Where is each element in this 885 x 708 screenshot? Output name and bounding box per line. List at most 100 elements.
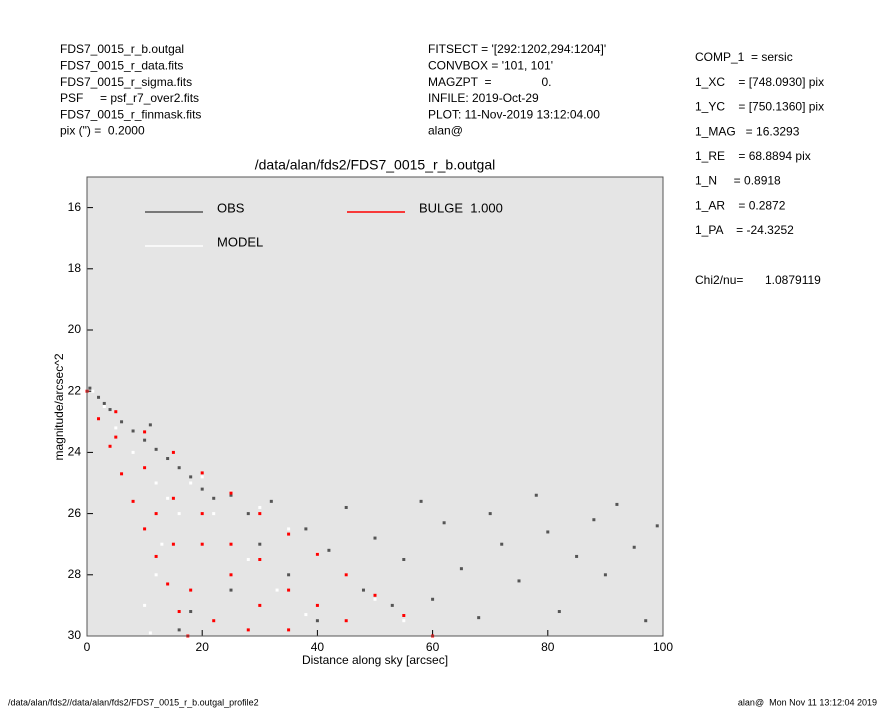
- legend-label: OBS: [217, 200, 245, 215]
- data-point: [655, 524, 659, 528]
- chi2-label: Chi2/nu=: [695, 273, 743, 287]
- data-point: [200, 475, 204, 479]
- data-point: [258, 558, 262, 561]
- data-point: [546, 530, 550, 534]
- x-tick-label: 40: [311, 640, 325, 654]
- data-point: [229, 493, 233, 497]
- x-tick-label: 20: [196, 640, 210, 654]
- x-tick-label: 80: [541, 640, 555, 654]
- data-point: [189, 475, 193, 479]
- data-point: [143, 603, 147, 607]
- data-point: [120, 420, 124, 424]
- data-point: [88, 386, 92, 390]
- data-point: [171, 542, 175, 546]
- data-point: [402, 558, 406, 561]
- x-tick-label: 0: [84, 640, 91, 654]
- data-point: [160, 542, 164, 546]
- data-point: [258, 505, 262, 509]
- plot-frame: [86, 176, 664, 637]
- data-point: [166, 496, 170, 500]
- chi2-value: 1.0879119: [765, 273, 821, 287]
- x-tick-label: 60: [426, 640, 440, 654]
- data-point: [287, 532, 291, 536]
- data-point: [275, 588, 279, 592]
- data-point: [143, 527, 147, 531]
- y-tick-label: 18: [68, 261, 82, 275]
- data-point: [246, 558, 250, 561]
- data-point: [189, 481, 193, 485]
- data-point: [148, 423, 152, 427]
- header-right-line: 1_PA = -24.3252: [695, 223, 794, 237]
- y-tick-label: 22: [68, 383, 82, 397]
- header-left-line: pix (") = 0.2000: [60, 124, 145, 138]
- data-point: [154, 573, 158, 577]
- header-right-line: 1_MAG = 16.3293: [695, 124, 800, 138]
- data-point: [114, 410, 118, 414]
- plot-background: [87, 177, 663, 636]
- data-point: [102, 401, 106, 405]
- data-point: [575, 554, 579, 558]
- data-point: [154, 512, 158, 516]
- data-point: [154, 447, 158, 451]
- header-right-line: 1_N = 0.8918: [695, 174, 781, 188]
- y-axis-label: magnitude/arcsec^2: [52, 353, 66, 460]
- data-point: [166, 582, 170, 586]
- data-point: [171, 496, 175, 500]
- data-point: [97, 417, 101, 421]
- y-tick-label: 24: [68, 445, 82, 459]
- footer-left: /data/alan/fds2//data/alan/fds2/FDS7_001…: [8, 697, 259, 707]
- x-axis-label: Distance along sky [arcsec]: [302, 653, 448, 667]
- data-point: [108, 408, 112, 412]
- header-right-line: 1_YC = [750.1360] pix: [695, 100, 824, 114]
- data-point: [431, 597, 435, 601]
- header-right-line: COMP_1 = sersic: [695, 50, 793, 64]
- header-right-line: 1_RE = 68.8894 pix: [695, 149, 811, 163]
- data-point: [500, 542, 504, 546]
- footer-right: alan@ Mon Nov 11 13:12:04 2019: [738, 697, 877, 707]
- data-point: [557, 610, 561, 614]
- data-point: [402, 619, 406, 623]
- data-point: [327, 548, 331, 552]
- data-point: [246, 512, 250, 516]
- data-point: [603, 573, 607, 577]
- header-middle-line: MAGZPT = 0.: [428, 75, 551, 89]
- data-point: [632, 545, 636, 549]
- data-point: [361, 588, 365, 592]
- data-point: [304, 613, 308, 617]
- data-point: [287, 573, 291, 577]
- header-left-line: PSF = psf_r7_over2.fits: [60, 91, 199, 105]
- data-point: [189, 588, 193, 592]
- data-point: [131, 429, 135, 433]
- data-point: [177, 610, 181, 614]
- data-point: [373, 536, 377, 540]
- data-point: [287, 628, 291, 632]
- data-point: [517, 579, 521, 583]
- y-tick-label: 30: [68, 628, 82, 642]
- data-point: [143, 466, 147, 470]
- y-tick-label: 20: [68, 322, 82, 336]
- data-point: [344, 619, 348, 623]
- data-point: [315, 552, 319, 556]
- data-point: [177, 512, 181, 516]
- data-point: [131, 499, 135, 503]
- data-point: [442, 521, 446, 525]
- data-point: [177, 628, 181, 632]
- data-point: [390, 603, 394, 607]
- data-point: [102, 405, 106, 408]
- data-point: [114, 435, 118, 439]
- data-point: [143, 438, 147, 442]
- data-point: [229, 588, 233, 592]
- data-point: [419, 499, 423, 503]
- header-right-line: 1_XC = [748.0930] pix: [695, 75, 824, 89]
- data-point: [644, 619, 648, 623]
- data-point: [148, 631, 152, 635]
- header-left-line: FDS7_0015_r_b.outgal: [60, 42, 184, 56]
- data-point: [287, 527, 291, 531]
- x-tick-label: 100: [653, 640, 673, 654]
- legend-label: BULGE 1.000: [419, 200, 503, 215]
- data-point: [131, 450, 135, 454]
- data-point: [200, 471, 204, 475]
- data-point: [200, 542, 204, 546]
- y-tick-label: 28: [68, 567, 82, 581]
